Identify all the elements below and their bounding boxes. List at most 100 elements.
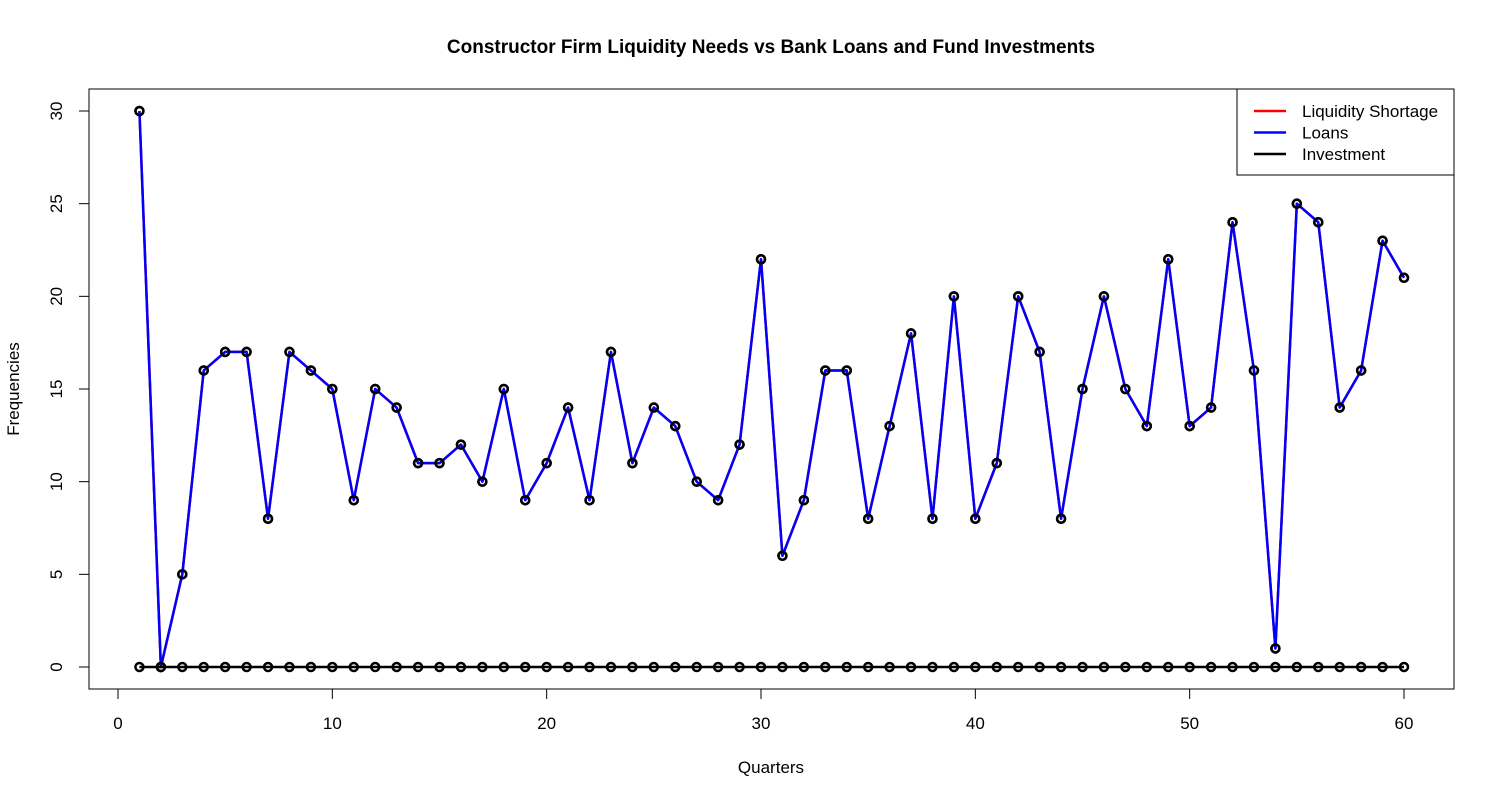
series-points-investment <box>134 661 1410 673</box>
data-point <box>391 402 402 413</box>
data-point <box>1270 643 1281 654</box>
data-point <box>1120 383 1131 395</box>
data-point <box>1205 661 1217 673</box>
data-point <box>284 661 295 673</box>
data-point <box>1248 365 1260 376</box>
x-tick-label: 10 <box>323 714 342 733</box>
data-point <box>991 457 1003 469</box>
data-point <box>198 661 209 673</box>
data-point <box>755 661 767 673</box>
data-point <box>905 661 917 673</box>
data-point <box>1012 291 1024 302</box>
data-point <box>777 550 788 562</box>
data-point <box>455 661 467 673</box>
data-point <box>734 439 745 450</box>
data-point <box>1248 661 1260 673</box>
data-point <box>177 661 188 673</box>
y-tick-label: 20 <box>47 287 66 306</box>
data-point <box>1313 661 1324 673</box>
data-point <box>434 661 445 673</box>
legend-label: Loans <box>1302 124 1348 143</box>
data-point <box>562 661 574 673</box>
data-point <box>670 661 681 673</box>
data-point <box>905 328 917 339</box>
data-point <box>777 661 788 673</box>
series-layer <box>134 105 1410 673</box>
data-point <box>305 661 317 673</box>
data-point <box>605 346 617 358</box>
data-point <box>1377 235 1388 246</box>
y-tick-label: 30 <box>47 102 66 121</box>
data-point <box>1227 661 1238 673</box>
data-point <box>1120 661 1131 673</box>
data-point <box>1077 383 1088 395</box>
data-point <box>798 494 810 506</box>
data-point <box>455 439 467 450</box>
x-tick-label: 20 <box>537 714 556 733</box>
data-point <box>884 420 895 432</box>
data-point <box>1205 402 1217 413</box>
x-tick-label: 40 <box>966 714 985 733</box>
data-point <box>1098 291 1110 302</box>
data-point <box>262 661 274 673</box>
x-tick-label: 50 <box>1180 714 1199 733</box>
data-point <box>541 661 552 673</box>
data-point <box>519 494 531 506</box>
data-point <box>219 661 231 673</box>
data-point <box>305 365 317 376</box>
data-point <box>241 346 252 358</box>
data-point <box>1313 216 1324 228</box>
data-point <box>820 365 831 376</box>
data-point <box>841 365 852 376</box>
data-point <box>1077 661 1088 673</box>
series-points-liquidity-shortage <box>134 105 1410 673</box>
data-point <box>927 661 938 673</box>
data-point <box>498 383 510 395</box>
data-point <box>820 661 831 673</box>
y-tick-label: 5 <box>47 570 66 579</box>
data-point <box>691 661 702 673</box>
data-point <box>541 457 552 469</box>
data-point <box>970 513 981 524</box>
data-point <box>498 661 510 673</box>
data-point <box>1355 661 1367 673</box>
data-point <box>648 402 660 413</box>
data-point <box>1034 346 1045 358</box>
data-point <box>798 661 810 673</box>
data-point <box>327 661 338 673</box>
data-point <box>584 494 595 506</box>
data-point <box>348 661 360 673</box>
data-point <box>927 513 938 524</box>
data-point <box>1141 661 1153 673</box>
data-point <box>284 346 295 358</box>
data-point <box>519 661 531 673</box>
data-point <box>605 661 617 673</box>
data-point <box>1291 198 1303 209</box>
data-point <box>1398 272 1410 284</box>
data-point <box>1055 513 1067 524</box>
legend-label: Investment <box>1302 145 1385 164</box>
data-point <box>648 661 660 673</box>
data-point <box>1291 661 1303 673</box>
data-point <box>991 661 1003 673</box>
legend: Liquidity Shortage Loans Investment <box>1236 88 1455 176</box>
y-tick-label: 0 <box>47 662 66 671</box>
data-point <box>477 476 488 487</box>
data-point <box>841 661 852 673</box>
data-point <box>369 383 381 395</box>
data-point <box>691 476 702 487</box>
data-point <box>734 661 745 673</box>
data-point <box>177 569 188 580</box>
data-point <box>670 420 681 432</box>
data-point <box>627 457 638 469</box>
data-point <box>1162 661 1174 673</box>
data-point <box>948 291 960 302</box>
y-axis: 0 5 10 15 20 25 30 <box>47 102 90 672</box>
data-point <box>155 661 167 673</box>
data-point <box>1184 420 1195 432</box>
data-point <box>1377 661 1388 673</box>
y-tick-label: 25 <box>47 194 66 213</box>
data-point <box>1012 661 1024 673</box>
data-point <box>1270 661 1281 673</box>
